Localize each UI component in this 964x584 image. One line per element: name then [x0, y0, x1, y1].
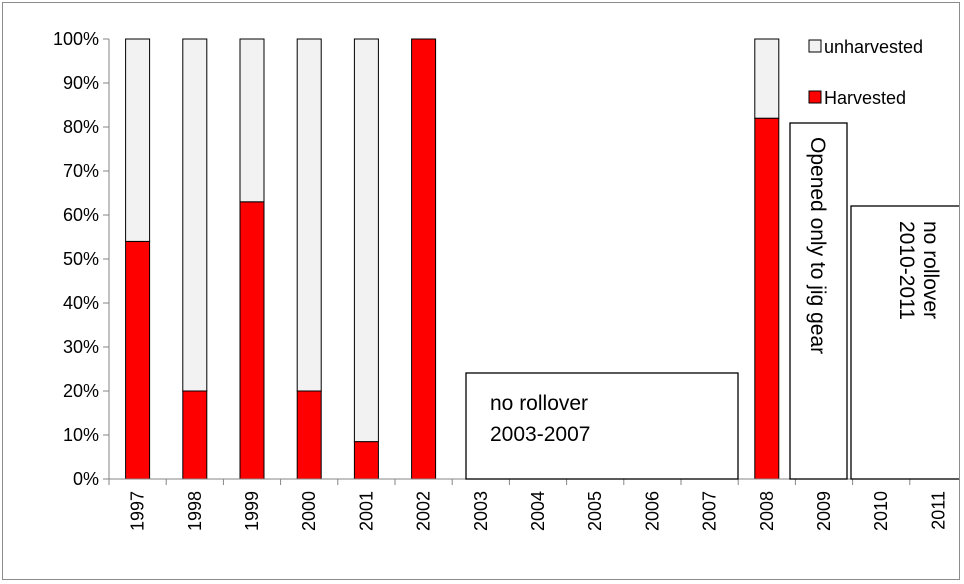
- x-tick-label: 1997: [128, 491, 148, 531]
- x-tick-label: 2002: [414, 491, 434, 531]
- x-tick-label: 2001: [356, 491, 376, 531]
- y-tick-label: 30%: [63, 337, 99, 357]
- x-tick-label: 2011: [928, 491, 948, 530]
- legend-swatch-unharvested: [808, 39, 822, 53]
- annotation-line: no rollover: [919, 221, 942, 319]
- y-tick-label: 0%: [73, 469, 99, 489]
- y-tick-label: 60%: [63, 205, 99, 225]
- annotation-no-rollover-2010-2011: no rollover 2010-2011: [850, 205, 962, 480]
- x-tick-label: 2010: [871, 491, 891, 531]
- x-tick-label: 2005: [585, 491, 605, 531]
- annotation-box: [850, 205, 962, 480]
- x-tick-label: 2000: [299, 491, 319, 531]
- x-tick-label: 2008: [757, 491, 777, 531]
- annotation-line: no rollover: [490, 392, 588, 415]
- bar-harvested-2000: [296, 390, 322, 480]
- y-tick-label: 10%: [63, 425, 99, 445]
- bars-layer: [125, 38, 780, 480]
- bar-harvested-2002: [411, 38, 437, 480]
- y-ticks: 0% 10% 20% 30% 40% 50% 60% 70% 80% 90% 100%: [53, 29, 109, 489]
- bar-unharvested-1998: [182, 38, 208, 392]
- bar-unharvested-1999: [239, 38, 265, 203]
- chart-svg: 0%10%20%30%40%50%60%70%80%90%100% 1997 19…: [53, 29, 962, 531]
- y-tick-label: 100%: [53, 29, 99, 49]
- x-tick-label: 1998: [185, 491, 205, 531]
- bar-unharvested-2000: [296, 38, 322, 392]
- annotation-jig-gear: Opened only to jig gear: [789, 122, 848, 480]
- y-tick-label: 50%: [63, 249, 99, 269]
- bar-unharvested-2008: [754, 38, 780, 119]
- annotation-box: [789, 122, 848, 480]
- x-tick-label: 2003: [471, 491, 491, 531]
- legend-swatch-harvested: [808, 90, 822, 104]
- annotation-line: 2003-2007: [490, 423, 590, 446]
- x-tick-label: 2004: [528, 491, 548, 531]
- bar-harvested-1998: [182, 390, 208, 480]
- x-tick-label: 2009: [814, 491, 834, 531]
- annotation-no-rollover-2003-2007: no rollover 2003-2007: [465, 372, 739, 480]
- x-tick-label: 2007: [700, 491, 720, 531]
- x-tick-label: 2006: [642, 491, 662, 531]
- y-tick-label: 20%: [63, 381, 99, 401]
- bar-harvested-2001: [353, 441, 379, 480]
- legend-entry-harvested: Harvested: [808, 88, 906, 108]
- annotation-box: [465, 372, 739, 480]
- bar-unharvested-2001: [353, 38, 379, 443]
- x-tick-label: 1999: [242, 491, 262, 531]
- bar-harvested-1997: [125, 240, 151, 480]
- y-tick-label: 80%: [63, 117, 99, 137]
- x-ticks: 1997 1998 1999 2000 2001 2002 2003 2004 2005 2006…: [108, 479, 948, 531]
- legend-label-harvested: Harvested: [824, 88, 906, 108]
- y-tick-label: 70%: [63, 161, 99, 181]
- y-tick-label: 40%: [63, 293, 99, 313]
- bar-harvested-2008: [754, 117, 780, 480]
- bar-unharvested-1997: [125, 38, 151, 242]
- annotation-line: Opened only to jig gear: [806, 137, 829, 354]
- y-tick-label: 90%: [63, 73, 99, 93]
- legend-label-unharvested: unharvested: [824, 37, 923, 57]
- legend: unharvested Harvested: [808, 37, 923, 108]
- legend-entry-unharvested: unharvested: [808, 37, 923, 57]
- annotation-line: 2010-2011: [895, 221, 918, 320]
- bar-harvested-1999: [239, 201, 265, 480]
